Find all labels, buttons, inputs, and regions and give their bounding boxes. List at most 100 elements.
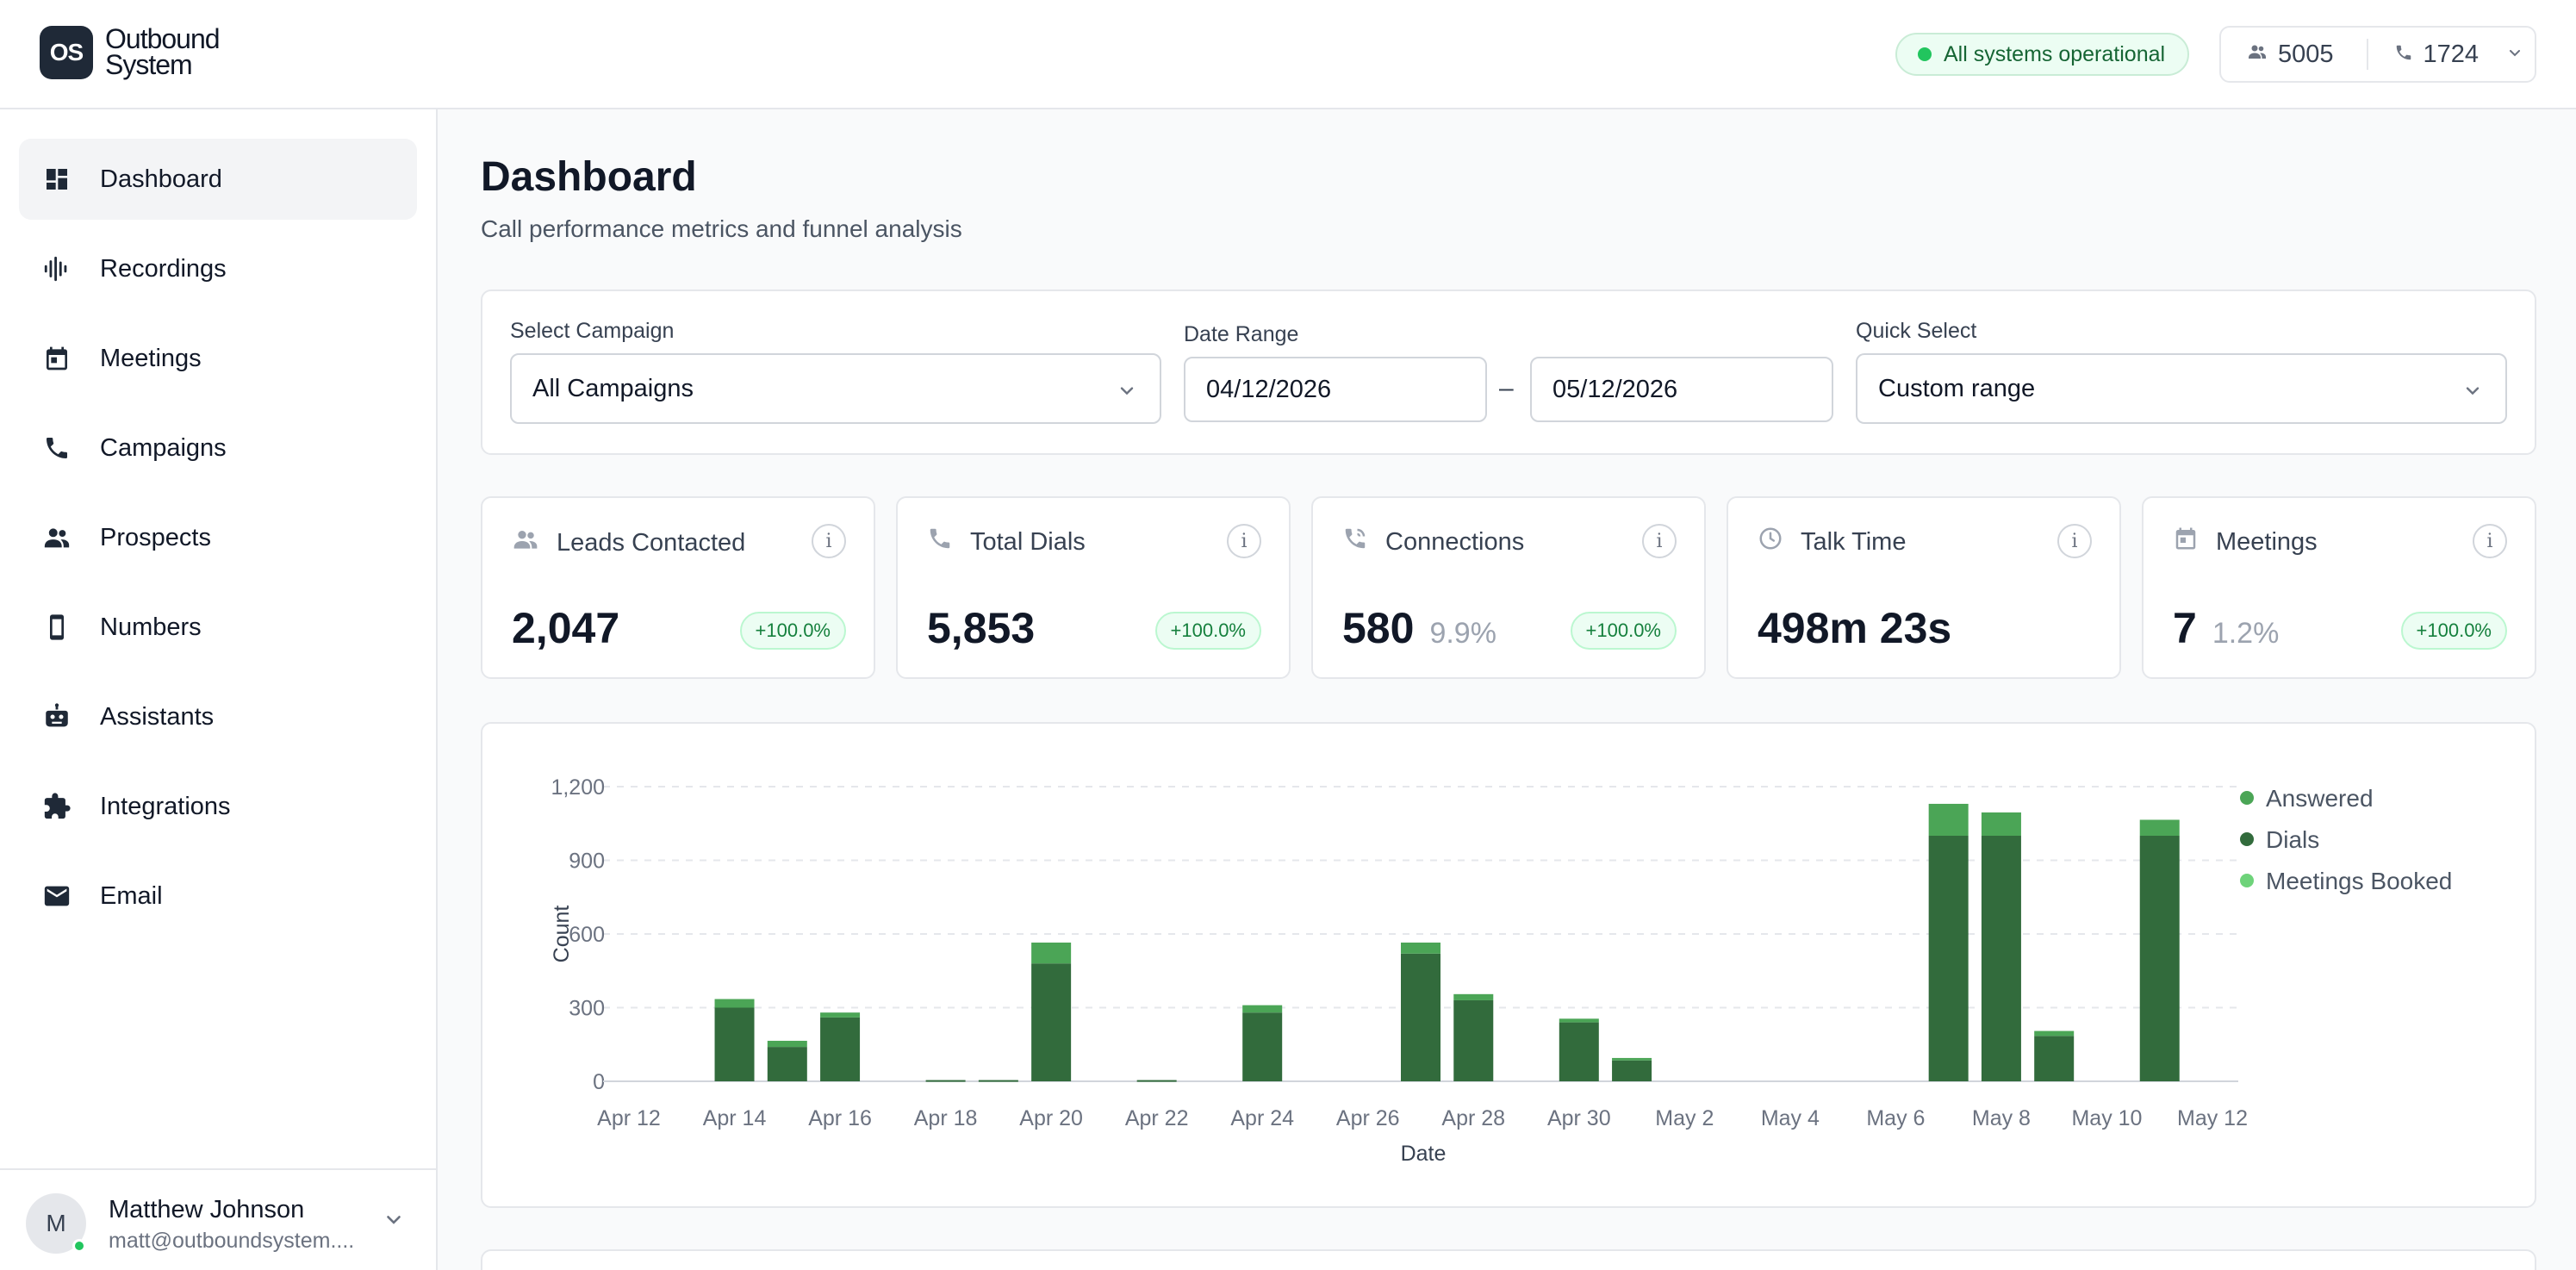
calls-count: 1724 [2423,40,2480,68]
bar-dials [1242,1012,1283,1081]
sidebar-item-label: Meetings [100,344,202,372]
info-icon[interactable]: i [1642,524,1677,558]
metric-card-connections: Connections i 580 9.9% +100.0% [1311,496,1706,679]
y-tick-label: 600 [569,923,605,947]
x-tick-label: Apr 24 [1230,1106,1294,1130]
page-title: Dashboard [481,154,697,200]
metric-header: Meetings [2173,526,2318,558]
x-tick-label: May 4 [1761,1106,1820,1130]
legend-label: Answered [2266,785,2374,812]
metric-value-number: 2,047 [512,604,620,652]
metric-card-leads-contacted: Leads Contacted i 2,047 +100.0% [481,496,875,679]
metric-delta-badge: +100.0% [2400,612,2507,650]
sidebar-item-email[interactable]: Email [19,856,417,937]
info-icon[interactable]: i [1227,524,1261,558]
chevron-down-icon[interactable] [383,1208,405,1235]
chevron-down-icon [2506,44,2523,65]
sidebar-item-label: Integrations [100,792,231,820]
x-tick-label: Apr 14 [703,1106,767,1130]
info-glyph: i [2486,530,2493,552]
x-tick-label: Apr 28 [1441,1106,1505,1130]
phone-connected-icon [1342,526,1368,558]
puzzle-icon [40,789,74,824]
metric-value: 2,047 [512,603,619,653]
metric-header: Total Dials [927,526,1086,558]
legend-label: Meetings Booked [2266,868,2452,894]
bar-answered [1453,993,1494,1000]
metric-value-number: 7 [2173,604,2197,652]
bar-dials [1031,963,1072,1081]
bar-dials [2034,1036,2075,1081]
bar-dials [1928,836,1969,1081]
status-dot-icon [1918,47,1932,61]
info-glyph: i [825,530,832,552]
brand-name[interactable]: Outbound System [105,23,221,78]
people-icon [40,520,74,555]
calls-counter: 1724 [2394,40,2480,69]
sidebar-item-campaigns[interactable]: Campaigns [19,408,417,489]
sidebar-item-meetings[interactable]: Meetings [19,318,417,399]
brand-name-line1: Outbound [105,23,221,54]
info-icon[interactable]: i [2057,524,2092,558]
bar-dials [767,1047,807,1081]
legend-swatch [2240,874,2254,887]
brand-logo[interactable]: OS [40,26,93,79]
campaign-select[interactable]: All Campaigns [510,353,1161,424]
bar-answered [1559,1018,1599,1023]
waveform-icon [40,252,74,286]
date-from-input[interactable]: 04/12/2026 [1184,357,1487,422]
calendar-icon [2173,526,2199,558]
metric-label: Total Dials [970,527,1086,556]
bar-dials [1981,836,2021,1081]
metric-header: Leads Contacted [512,526,745,560]
bar-answered [2034,1030,2075,1037]
info-glyph: i [1241,530,1248,552]
bar-answered [2139,819,2180,836]
user-profile[interactable]: M Matthew Johnson matt@outboundsystem...… [0,1168,436,1270]
x-tick-label: Apr 18 [914,1106,978,1130]
mail-icon [40,879,74,913]
metric-value: 7 1.2% [2173,603,2279,653]
quick-select[interactable]: Custom range [1856,353,2507,424]
info-glyph: i [2071,530,2078,552]
sidebar-item-prospects[interactable]: Prospects [19,497,417,578]
calendar-icon [40,341,74,376]
quick-select-value: Custom range [1878,374,2036,402]
date-to-input[interactable]: 05/12/2026 [1530,357,1833,422]
metric-label: Connections [1385,527,1525,556]
phone-icon [927,526,953,558]
metric-label: Meetings [2216,527,2318,556]
top-header: OS Outbound System All systems operation… [0,0,2576,109]
bar-dials [820,1017,861,1081]
info-icon[interactable]: i [2473,524,2507,558]
sidebar-item-dashboard[interactable]: Dashboard [19,139,417,220]
clock-icon [1758,526,1783,558]
sidebar-item-label: Recordings [100,254,227,283]
x-tick-label: May 2 [1655,1106,1714,1130]
date-to-value: 05/12/2026 [1552,375,1678,403]
sidebar-item-label: Prospects [100,523,211,551]
sidebar-item-integrations[interactable]: Integrations [19,766,417,847]
sidebar-item-recordings[interactable]: Recordings [19,228,417,309]
dials-bar-chart: 0 300 600 900 1,200 Apr 12 Apr 14 Apr 16 Apr 18 A… [550,775,2452,1166]
sidebar-item-numbers[interactable]: Numbers [19,587,417,668]
info-icon[interactable]: i [812,524,846,558]
prospects-counter: 5005 [2247,40,2334,69]
usage-counters[interactable]: 5005 1724 [2219,26,2536,83]
x-tick-label: Apr 16 [808,1106,872,1130]
system-status-badge[interactable]: All systems operational [1895,33,2190,76]
sidebar-item-label: Dashboard [100,165,222,193]
mobile-icon [40,610,74,644]
sidebar-item-assistants[interactable]: Assistants [19,676,417,757]
legend-swatch [2240,832,2254,846]
metric-delta-badge: +100.0% [739,612,846,650]
y-tick-label: 0 [593,1070,605,1094]
bar-dials [1612,1060,1652,1081]
x-tick-label: Apr 12 [597,1106,661,1130]
bar-answered [1401,942,1440,954]
x-tick-label: Apr 30 [1547,1106,1611,1130]
metric-header: Connections [1342,526,1524,558]
quick-select-label: Quick Select [1856,319,1977,343]
metric-value: 498m 23s [1758,603,1951,653]
filters-panel: Select Campaign All Campaigns Date Range… [481,289,2536,455]
